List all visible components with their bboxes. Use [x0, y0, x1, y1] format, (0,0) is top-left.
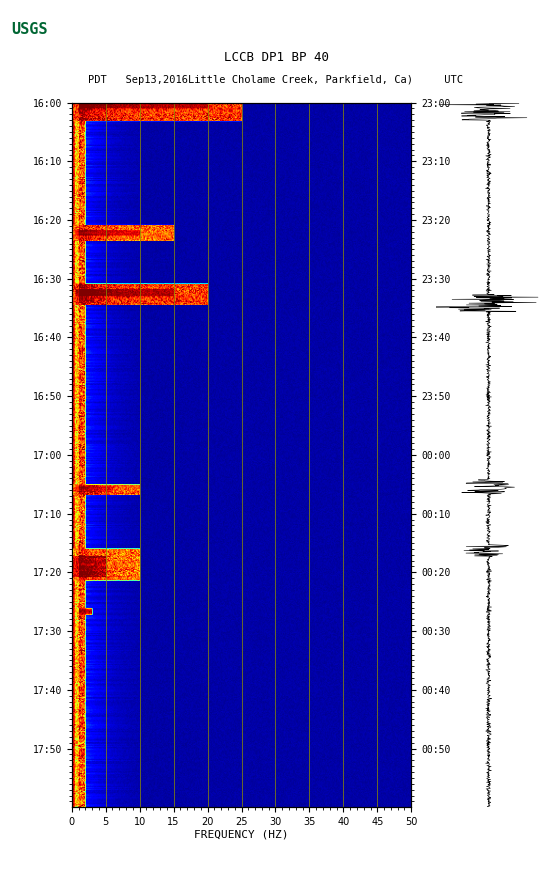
Text: LCCB DP1 BP 40: LCCB DP1 BP 40: [224, 52, 328, 64]
Text: PDT   Sep13,2016Little Cholame Creek, Parkfield, Ca)     UTC: PDT Sep13,2016Little Cholame Creek, Park…: [88, 75, 464, 86]
Text: USGS: USGS: [11, 22, 47, 37]
X-axis label: FREQUENCY (HZ): FREQUENCY (HZ): [194, 830, 289, 839]
